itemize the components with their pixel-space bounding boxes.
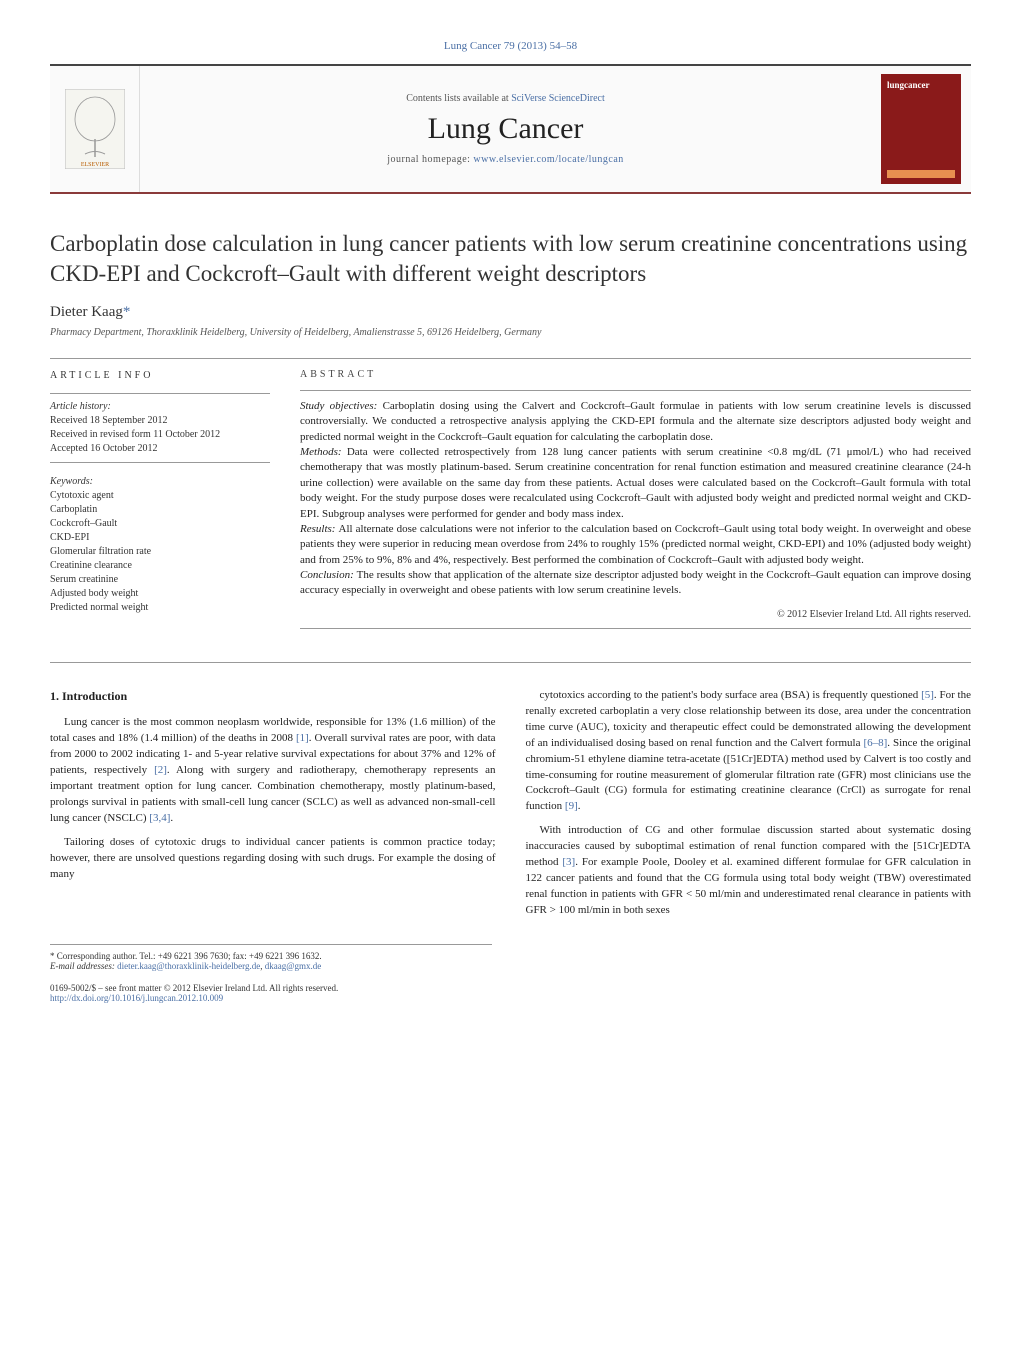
intro-p1: Lung cancer is the most common neoplasm … <box>50 715 496 827</box>
revised-date: Received in revised form 11 October 2012 <box>50 428 270 442</box>
affiliation: Pharmacy Department, Thoraxklinik Heidel… <box>50 327 971 338</box>
email-link[interactable]: dieter.kaag@thoraxklinik-heidelberg.de <box>117 961 260 971</box>
corresponding-text: Tel.: +49 6221 396 7630; fax: +49 6221 3… <box>139 951 321 961</box>
ref-link[interactable]: [3] <box>562 856 575 868</box>
ref-link[interactable]: [5] <box>921 689 934 701</box>
issn-line: 0169-5002/$ – see front matter © 2012 El… <box>50 983 971 993</box>
ref-link[interactable]: [2] <box>154 764 167 776</box>
abstract-objectives-label: Study objectives: <box>300 400 383 412</box>
keyword: Adjusted body weight <box>50 587 270 601</box>
intro-heading: 1. Introduction <box>50 688 496 705</box>
author-line: Dieter Kaag* <box>50 304 971 321</box>
keywords-label: Keywords: <box>50 475 270 489</box>
received-date: Received 18 September 2012 <box>50 414 270 428</box>
publisher-logo: ELSEVIER <box>50 66 140 192</box>
abstract-conclusion: The results show that application of the… <box>300 569 971 596</box>
keyword: Predicted normal weight <box>50 601 270 615</box>
contents-list-line: Contents lists available at SciVerse Sci… <box>150 93 861 104</box>
abstract-conclusion-label: Conclusion: <box>300 569 357 581</box>
keyword: Creatinine clearance <box>50 559 270 573</box>
cover-accent-bar <box>887 170 955 178</box>
accepted-date: Accepted 16 October 2012 <box>50 442 270 456</box>
article-body: 1. Introduction Lung cancer is the most … <box>50 688 971 919</box>
email-label: E-mail addresses: <box>50 961 117 971</box>
article-title: Carboplatin dose calculation in lung can… <box>50 229 971 289</box>
history-label: Article history: <box>50 400 270 414</box>
doi-link[interactable]: http://dx.doi.org/10.1016/j.lungcan.2012… <box>50 993 223 1003</box>
corresponding-label: * Corresponding author. <box>50 951 139 961</box>
author-name: Dieter Kaag <box>50 304 123 320</box>
intro-p2: Tailoring doses of cytotoxic drugs to in… <box>50 835 496 883</box>
email-link[interactable]: dkaag@gmx.de <box>265 961 322 971</box>
abstract-results-label: Results: <box>300 523 339 535</box>
journal-homepage-line: journal homepage: www.elsevier.com/locat… <box>150 154 861 165</box>
abstract-head: ABSTRACT <box>300 369 971 380</box>
section-divider <box>50 358 971 359</box>
ref-link[interactable]: [3,4] <box>149 812 170 824</box>
journal-banner: ELSEVIER Contents lists available at Sci… <box>50 64 971 194</box>
article-info-column: ARTICLE INFO Article history: Received 1… <box>50 369 270 637</box>
footnotes: * Corresponding author. Tel.: +49 6221 3… <box>50 944 492 971</box>
abstract-methods: Data were collected retrospectively from… <box>300 446 971 520</box>
keyword: Cytotoxic agent <box>50 489 270 503</box>
abstract-copyright: © 2012 Elsevier Ireland Ltd. All rights … <box>300 609 971 620</box>
bottom-matter: 0169-5002/$ – see front matter © 2012 El… <box>50 983 971 1003</box>
journal-name: Lung Cancer <box>150 112 861 146</box>
abstract-column: ABSTRACT Study objectives: Carboplatin d… <box>300 369 971 637</box>
elsevier-tree-icon: ELSEVIER <box>65 89 125 169</box>
sciencedirect-link[interactable]: SciVerse ScienceDirect <box>511 93 605 104</box>
keyword: Carboplatin <box>50 503 270 517</box>
abstract-methods-label: Methods: <box>300 446 347 458</box>
journal-homepage-link[interactable]: www.elsevier.com/locate/lungcan <box>473 154 623 165</box>
keyword: Serum creatinine <box>50 573 270 587</box>
keyword: CKD-EPI <box>50 531 270 545</box>
journal-cover: lungcancer <box>871 66 971 192</box>
keyword: Glomerular filtration rate <box>50 545 270 559</box>
body-divider <box>50 662 971 663</box>
corresponding-star: * <box>123 304 131 320</box>
ref-link[interactable]: [6–8] <box>863 737 887 749</box>
keyword: Cockcroft–Gault <box>50 517 270 531</box>
cover-title: lungcancer <box>887 80 955 90</box>
abstract-objectives: Carboplatin dosing using the Calvert and… <box>300 400 971 443</box>
intro-p4: With introduction of CG and other formul… <box>526 823 972 919</box>
article-info-head: ARTICLE INFO <box>50 369 270 383</box>
svg-text:ELSEVIER: ELSEVIER <box>80 162 108 168</box>
intro-p3: cytotoxics according to the patient's bo… <box>526 688 972 816</box>
ref-link[interactable]: [1] <box>296 732 309 744</box>
abstract-results: All alternate dose calculations were not… <box>300 523 971 566</box>
ref-link[interactable]: [9] <box>565 800 578 812</box>
journal-reference: Lung Cancer 79 (2013) 54–58 <box>50 40 971 52</box>
